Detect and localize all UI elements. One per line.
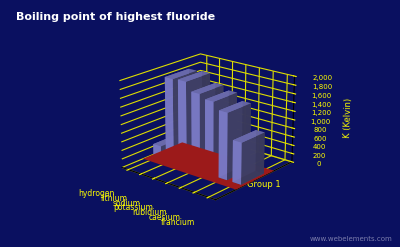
Text: Boiling point of highest fluoride: Boiling point of highest fluoride [16,12,215,22]
Text: www.webelements.com: www.webelements.com [309,236,392,242]
